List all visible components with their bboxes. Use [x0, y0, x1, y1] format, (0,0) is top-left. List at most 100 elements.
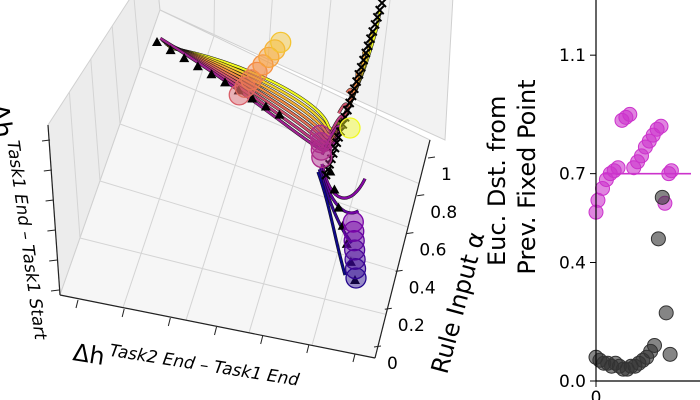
scatter-point	[662, 346, 678, 362]
z-tick-label: 0.6	[419, 241, 446, 261]
y-axis-line	[47, 124, 61, 296]
x-tick-mark	[167, 317, 171, 327]
x-marker	[340, 112, 350, 122]
x-marker	[370, 19, 380, 30]
grid-line	[375, 0, 391, 115]
x-marker	[377, 0, 387, 8]
scatter-points	[588, 106, 679, 377]
x-tick-mark	[75, 299, 79, 309]
y-tick-mark	[50, 289, 60, 292]
grid-line	[248, 87, 323, 333]
scatter-point	[653, 118, 669, 134]
scatter-y-ticks: 0.0 0.4 0.7 1.1	[559, 46, 596, 392]
back-wall-top	[158, 0, 454, 141]
x-marker	[332, 137, 342, 148]
triangle-marker	[329, 184, 340, 194]
panel-scatter-plot: 0.0 0.4 0.7 1.1 0 Euc. Dst. from Prev. Fixe…	[483, 0, 700, 400]
scatter-x-ticks: 0	[591, 381, 602, 400]
x-marker	[349, 84, 360, 94]
grid-line	[213, 0, 215, 37]
grid-line	[122, 35, 215, 308]
circle-marker	[310, 132, 332, 154]
scatter-point	[650, 231, 666, 247]
circle-marker	[343, 239, 366, 261]
grid-line	[90, 58, 101, 182]
z-tick-label: 0.8	[430, 203, 457, 223]
x-marker	[321, 170, 331, 180]
grid-line	[321, 0, 332, 89]
grid-line	[68, 91, 81, 239]
z-tick-mark	[417, 194, 425, 197]
z-tick-label: 0	[387, 354, 398, 374]
x-tick-mark	[214, 326, 217, 336]
triangle-marker	[206, 69, 217, 79]
y-tick-mark	[41, 139, 51, 142]
circle-marker	[343, 230, 365, 252]
x-tick-mark	[121, 308, 125, 318]
triangle-marker	[350, 275, 360, 284]
x-marker	[365, 34, 376, 44]
grid-line	[111, 25, 121, 125]
scatter-y-tick-label: 0.4	[559, 254, 586, 274]
circle-marker	[339, 117, 361, 139]
x-tick-mark	[306, 344, 310, 354]
triangle-marker	[179, 53, 190, 63]
circle-marker	[342, 211, 364, 233]
z-tick-mark	[395, 269, 403, 272]
scatter-point	[622, 106, 638, 122]
grid-line	[79, 237, 387, 315]
z-axis-ticks: 00.2 0.4 0.6 0.8 1	[373, 156, 457, 374]
y-tick-mark	[47, 229, 56, 232]
z-tick-label: 0.4	[409, 278, 436, 298]
x-marker	[361, 48, 371, 58]
grid-line	[185, 61, 269, 321]
circle-marker	[270, 31, 292, 54]
z-tick-mark	[384, 307, 392, 310]
scatter-y-label-line1: Euc. Dst. from	[483, 96, 511, 266]
triangle-marker	[247, 93, 258, 103]
y-axis-label-sup: Task1 End – Task1 Start	[2, 139, 50, 342]
x-marker	[374, 5, 385, 15]
triangle-marker	[152, 37, 162, 46]
scatter-x-tick-label: 0	[591, 388, 602, 400]
fixed-point-markers	[152, 0, 387, 289]
x-marker	[356, 62, 366, 72]
y-axis-label-base: Δh	[0, 102, 18, 140]
x-marker	[351, 76, 362, 87]
scatter-y-tick-label: 0.0	[559, 372, 586, 392]
trajectory-line	[316, 171, 347, 276]
scatter-point	[654, 189, 670, 205]
circle-marker	[344, 258, 367, 280]
x-marker	[363, 41, 373, 51]
x-marker	[358, 55, 369, 65]
x-marker	[368, 26, 378, 37]
grid-line	[267, 0, 273, 63]
z-tick-mark	[373, 345, 382, 348]
circle-marker	[344, 248, 366, 271]
grid-line	[139, 66, 420, 185]
circle-marker	[345, 267, 367, 289]
scatter-y-label-line2: Prev. Fixed Point	[513, 79, 541, 274]
trajectories	[159, 9, 382, 276]
x-axis-label-base: Δh	[71, 338, 107, 371]
x-axis-line	[59, 294, 376, 359]
trajectory-line	[164, 41, 353, 143]
trajectory-line	[162, 40, 348, 146]
triangle-marker	[333, 202, 344, 212]
x-axis-label-sup: Task2 End – Task1 End	[108, 341, 301, 391]
x-tick-mark	[260, 335, 264, 345]
trajectory-line	[159, 37, 341, 156]
scatter-y-tick-label: 1.1	[559, 46, 586, 66]
z-tick-label: 1	[441, 165, 452, 185]
z-tick-mark	[406, 232, 414, 235]
triangle-marker	[260, 101, 271, 111]
x-marker	[347, 91, 357, 101]
x-axis-label: ΔhTask2 End – Task1 End	[71, 335, 301, 400]
grid-line	[133, 0, 141, 68]
x-marker	[333, 132, 344, 143]
y-axis-label: ΔhTask1 End – Task1 Start	[0, 101, 50, 344]
y-tick-mark	[43, 169, 52, 172]
circle-marker	[343, 220, 365, 243]
y-tick-mark	[45, 199, 54, 202]
